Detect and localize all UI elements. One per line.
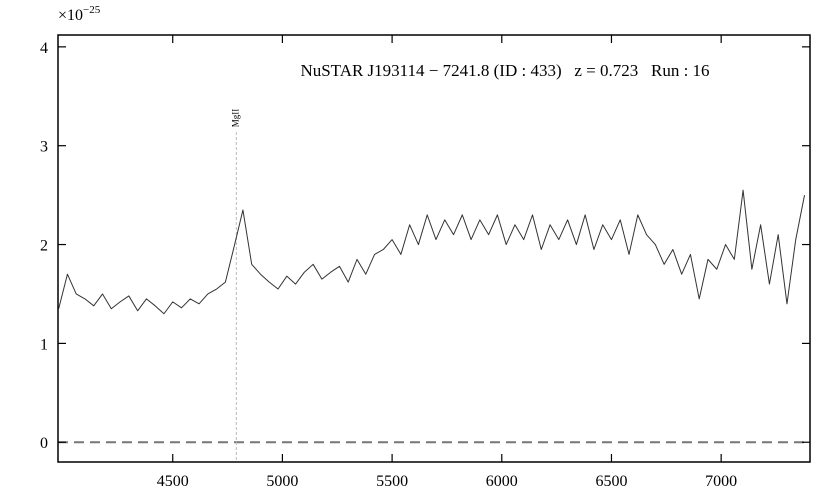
chart-title: NuSTAR J193114 − 7241.8 (ID : 433) z = 0… (300, 61, 709, 80)
y-tick-label: 4 (40, 40, 48, 57)
y-tick-label: 1 (40, 336, 48, 353)
x-tick-label: 6500 (595, 473, 627, 490)
plot-frame (57, 34, 811, 463)
x-tick-label: 5500 (376, 473, 408, 490)
offset-label: ×10−25 (58, 4, 101, 24)
x-tick-label: 7000 (705, 473, 737, 490)
x-tick-label: 5000 (266, 473, 298, 490)
annotation-label: MgII (230, 109, 240, 128)
offset-exponent: −25 (83, 4, 101, 16)
spectrum-line (58, 189, 806, 315)
y-tick-label: 3 (40, 139, 48, 156)
x-tick-label: 6000 (486, 473, 518, 490)
x-tick-label: 4500 (157, 473, 189, 490)
y-tick-label: 0 (40, 435, 48, 452)
y-tick-label: 2 (40, 238, 48, 255)
offset-base: ×10 (58, 7, 83, 24)
